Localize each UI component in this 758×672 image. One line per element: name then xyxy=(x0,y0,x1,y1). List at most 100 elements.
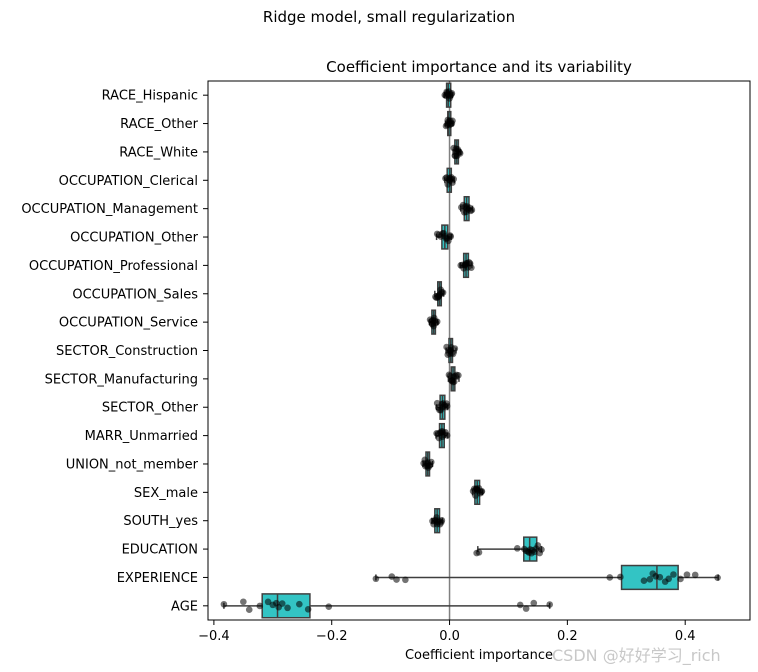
x-tick-label: 0.4 xyxy=(675,629,696,644)
data-point xyxy=(468,264,475,271)
data-point xyxy=(617,573,624,581)
data-point xyxy=(606,574,614,581)
data-point xyxy=(449,117,456,125)
chart-title: Coefficient importance and its variabili… xyxy=(326,58,632,76)
data-point xyxy=(443,432,451,439)
data-point xyxy=(670,571,677,578)
category-group: OCCUPATION_Clerical xyxy=(59,167,457,193)
y-tick-label: EDUCATION xyxy=(122,543,198,558)
data-point xyxy=(646,576,654,583)
data-point xyxy=(304,605,312,613)
y-tick-label: MARR_Unmarried xyxy=(85,429,198,444)
y-tick-label: SOUTH_yes xyxy=(123,514,198,529)
data-point xyxy=(538,546,545,553)
category-group: UNION_not_member xyxy=(66,451,435,477)
x-tick-label: 0.0 xyxy=(439,629,460,644)
data-point xyxy=(449,350,457,358)
y-tick-label: UNION_not_member xyxy=(66,457,199,472)
category-group: SEX_male xyxy=(134,479,486,506)
data-point xyxy=(677,575,684,583)
y-tick-label: SECTOR_Manufacturing xyxy=(45,372,198,387)
data-point xyxy=(284,604,291,612)
data-point xyxy=(683,571,691,578)
category-group: SECTOR_Manufacturing xyxy=(45,366,462,392)
data-point xyxy=(546,601,553,608)
data-point xyxy=(456,150,464,157)
y-tick-label: OCCUPATION_Professional xyxy=(29,259,198,274)
data-point xyxy=(468,206,476,214)
x-tick-label: 0.2 xyxy=(557,629,578,644)
x-tick-label: −0.4 xyxy=(198,629,230,644)
data-point xyxy=(256,602,264,610)
data-point xyxy=(475,549,483,556)
category-group: OCCUPATION_Other xyxy=(70,224,455,250)
data-point xyxy=(372,575,380,583)
category-group: EXPERIENCE xyxy=(117,564,721,591)
watermark-text: CSDN @好好学习_rich xyxy=(552,646,721,665)
category-group: SECTOR_Other xyxy=(102,394,451,420)
data-point xyxy=(245,606,253,614)
data-point xyxy=(513,545,521,552)
data-point xyxy=(450,378,458,385)
x-axis-label: Coefficient importance xyxy=(405,648,553,663)
y-tick-label: SECTOR_Other xyxy=(102,401,199,416)
x-tick-label: −0.2 xyxy=(316,629,348,644)
axes-frame xyxy=(207,80,751,621)
data-point xyxy=(451,345,459,352)
category-group: RACE_Hispanic xyxy=(102,82,456,108)
y-tick-label: OCCUPATION_Other xyxy=(70,231,199,246)
data-point xyxy=(455,372,462,379)
data-point xyxy=(516,601,524,609)
data-point xyxy=(427,458,435,466)
category-group: RACE_Other xyxy=(120,110,456,137)
data-point xyxy=(522,605,530,612)
category-group: OCCUPATION_Sales xyxy=(72,281,447,307)
data-point xyxy=(450,175,457,183)
figure-suptitle: Ridge model, small regularization xyxy=(263,8,515,26)
data-point xyxy=(714,574,721,581)
data-point xyxy=(325,603,333,610)
y-tick-label: SEX_male xyxy=(134,486,198,501)
data-point xyxy=(278,600,286,607)
category-group: OCCUPATION_Professional xyxy=(29,252,475,279)
data-point xyxy=(447,233,455,240)
y-tick-label: RACE_Other xyxy=(120,117,199,132)
data-point xyxy=(665,575,672,583)
data-point xyxy=(691,571,699,579)
data-point xyxy=(478,487,486,495)
category-group: MARR_Unmarried xyxy=(85,422,451,449)
data-point xyxy=(443,402,451,410)
category-group: AGE xyxy=(171,593,553,619)
y-tick-label: EXPERIENCE xyxy=(117,571,198,586)
category-group: SECTOR_Construction xyxy=(56,337,459,364)
data-point xyxy=(640,577,648,585)
y-tick-label: OCCUPATION_Management xyxy=(21,202,198,217)
data-point xyxy=(656,573,664,581)
data-point xyxy=(439,289,447,296)
data-point xyxy=(448,90,456,97)
data-point xyxy=(240,598,247,606)
y-tick-label: OCCUPATION_Sales xyxy=(72,287,198,302)
data-point xyxy=(433,318,441,325)
y-tick-label: SECTOR_Construction xyxy=(56,344,198,359)
data-point xyxy=(438,517,446,524)
data-point xyxy=(296,600,303,608)
data-point xyxy=(388,573,396,580)
category-group: EDUCATION xyxy=(122,536,545,562)
category-group: OCCUPATION_Service xyxy=(59,309,441,335)
data-point xyxy=(264,598,272,606)
data-point xyxy=(393,576,400,583)
plot-area: −0.4 −0.2 0.0 0.2 0.4 RACE_Hispanic RACE_Other… xyxy=(21,81,721,644)
data-point xyxy=(402,576,409,584)
category-group: RACE_White xyxy=(119,139,464,165)
category-group: OCCUPATION_Management xyxy=(21,195,476,222)
data-point xyxy=(220,600,228,608)
category-group: SOUTH_yes xyxy=(123,508,446,534)
y-tick-label: RACE_White xyxy=(119,145,198,160)
y-tick-label: OCCUPATION_Clerical xyxy=(59,174,198,189)
y-tick-label: AGE xyxy=(171,599,198,614)
data-point xyxy=(530,599,538,607)
y-tick-label: OCCUPATION_Service xyxy=(59,316,198,331)
y-tick-label: RACE_Hispanic xyxy=(102,89,198,104)
